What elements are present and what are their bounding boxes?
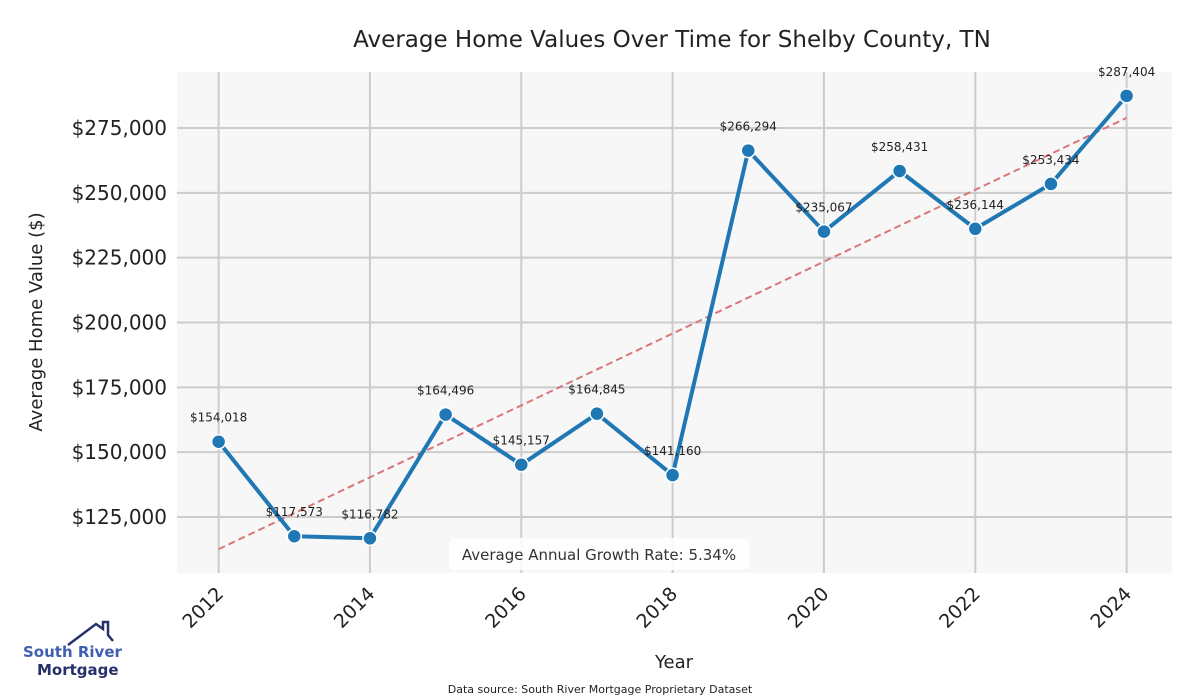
x-tick-label: 2016 — [481, 583, 531, 633]
data-label: $164,496 — [417, 384, 474, 398]
annotation-box — [449, 538, 749, 570]
data-point — [286, 528, 303, 544]
data-label: $141,160 — [644, 444, 701, 458]
data-point — [967, 221, 984, 237]
y-tick-label: $275,000 — [72, 116, 167, 140]
trend-line — [218, 116, 1128, 551]
x-tick-label: 2024 — [1086, 583, 1136, 633]
data-label: $116,782 — [341, 507, 398, 521]
data-label: $164,845 — [568, 383, 625, 397]
data-label: $145,157 — [493, 434, 550, 448]
data-source: Data source: South River Mortgage Propri… — [448, 683, 753, 696]
data-label: $154,018 — [190, 411, 247, 425]
data-point — [891, 163, 908, 179]
data-point — [362, 530, 378, 547]
growth-rate-annotation: Average Annual Growth Rate: 5.34% — [462, 546, 736, 564]
y-tick-label: $250,000 — [72, 181, 167, 205]
data-point — [664, 467, 681, 483]
y-tick-label: $225,000 — [72, 246, 167, 270]
x-tick-label: 2014 — [330, 583, 380, 633]
data-label: $117,573 — [266, 505, 323, 519]
data-label: $235,067 — [795, 201, 852, 215]
data-point — [816, 223, 832, 240]
x-tick-label: 2020 — [784, 583, 834, 633]
logo: South River Mortgage — [23, 620, 123, 679]
data-label: $266,294 — [720, 120, 777, 134]
y-tick-label: $175,000 — [72, 375, 167, 399]
logo-line1: South River — [23, 643, 123, 661]
data-point — [1118, 88, 1135, 104]
house-icon — [67, 620, 114, 646]
data-point — [740, 142, 757, 159]
logo-line2: Mortgage — [37, 661, 119, 679]
x-axis-label: Year — [654, 652, 694, 673]
x-tick-label: 2018 — [632, 583, 682, 633]
x-tick-label: 2022 — [935, 583, 985, 633]
chart-title: Average Home Values Over Time for Shelby… — [353, 27, 991, 53]
data-point — [210, 433, 227, 450]
data-label: $253,434 — [1022, 153, 1079, 167]
y-tick-label: $150,000 — [72, 440, 167, 464]
x-tick-label: 2012 — [178, 583, 228, 633]
data-point — [1043, 176, 1059, 192]
data-point — [513, 456, 530, 473]
data-point — [589, 405, 605, 422]
y-axis-label: Average Home Value ($) — [26, 212, 47, 431]
data-point — [437, 406, 454, 423]
data-label: $236,144 — [947, 198, 1004, 212]
data-label: $258,431 — [871, 140, 928, 154]
y-tick-label: $125,000 — [72, 505, 167, 529]
data-label: $287,404 — [1098, 65, 1155, 79]
y-tick-label: $200,000 — [72, 311, 167, 335]
